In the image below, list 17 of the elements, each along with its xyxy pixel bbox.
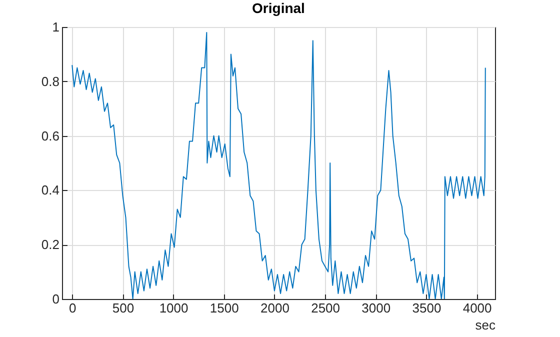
chart-title: Original xyxy=(252,0,305,16)
x-tick-label: 2000 xyxy=(260,300,290,316)
y-tick-label: 1 xyxy=(52,20,60,34)
x-tick-label: 4000 xyxy=(462,300,492,316)
y-tick-label: 0.8 xyxy=(41,74,60,89)
y-tick-label: 0.6 xyxy=(41,128,60,144)
y-tick-label: 0.4 xyxy=(41,182,60,198)
x-tick-label: 3500 xyxy=(412,300,442,316)
x-tick-label: 3000 xyxy=(362,300,391,316)
y-tick-label: 0.2 xyxy=(41,237,60,252)
x-tick-label: 500 xyxy=(112,300,134,316)
x-tick-label: 1500 xyxy=(210,300,239,316)
x-tick-label: 0 xyxy=(69,300,76,316)
x-axis-title: sec xyxy=(475,318,496,332)
x-tick-label: 1000 xyxy=(159,300,188,316)
x-tick-label: 2500 xyxy=(311,300,340,316)
line-series xyxy=(72,32,486,299)
